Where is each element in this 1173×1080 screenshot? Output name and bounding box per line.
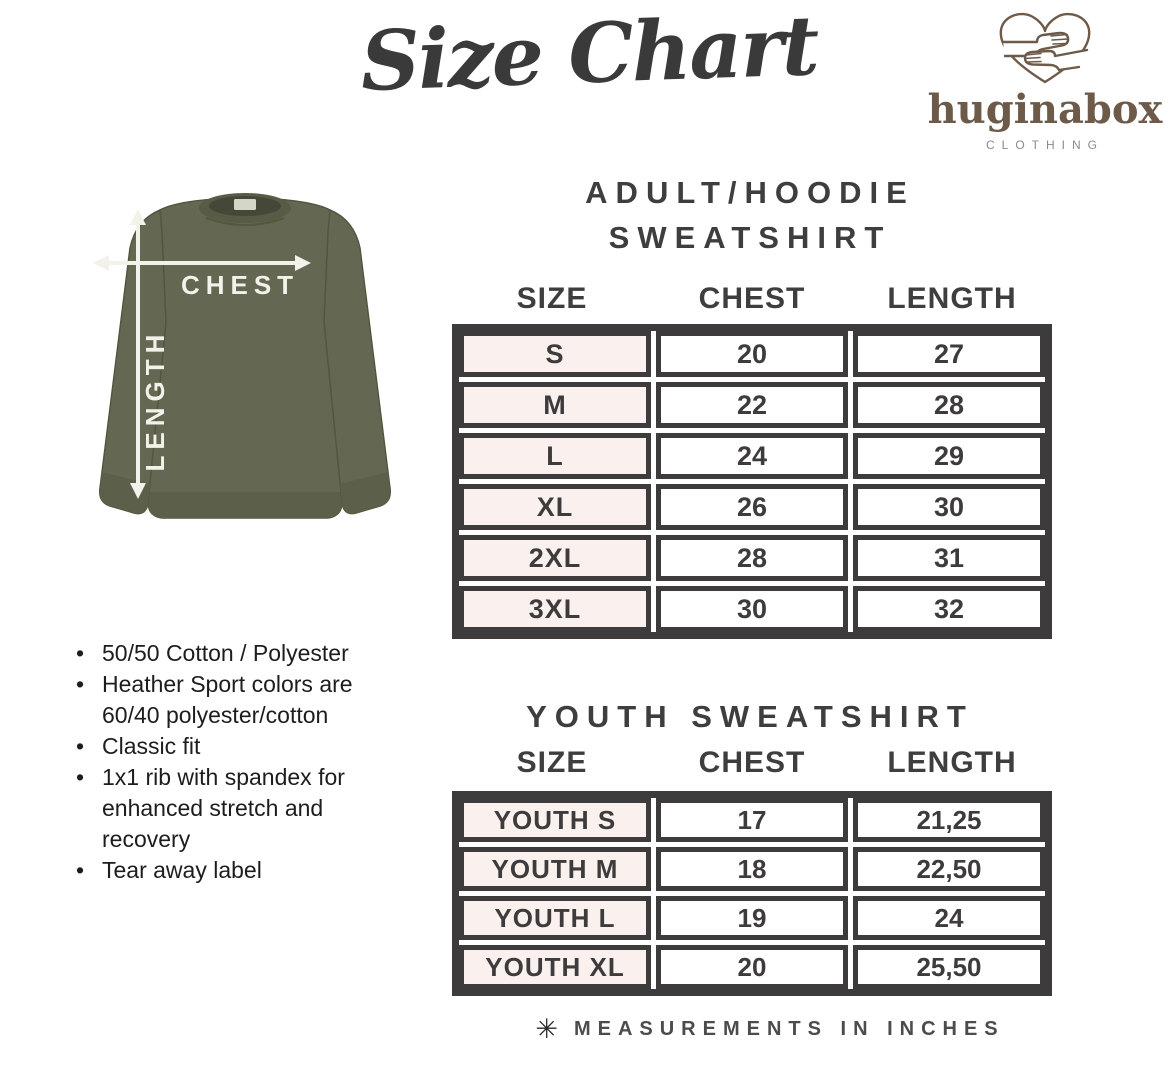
table-cell: 31 bbox=[853, 535, 1045, 581]
table-cell: 25,50 bbox=[853, 945, 1045, 989]
table-cell: S bbox=[459, 331, 651, 377]
youth-column-headers: SIZE CHEST LENGTH bbox=[452, 746, 1052, 780]
length-arrow bbox=[130, 209, 146, 499]
detail-text: Heather Sport colors are 60/40 polyester… bbox=[102, 671, 353, 728]
brand-tagline: CLOTHING bbox=[985, 138, 1104, 152]
detail-text: 50/50 Cotton / Polyester bbox=[102, 640, 349, 666]
adult-col-size: SIZE bbox=[516, 282, 588, 315]
asterisk-icon: ✳ bbox=[535, 1014, 558, 1045]
table-cell: 17 bbox=[656, 798, 848, 842]
chest-measure-label: CHEST bbox=[180, 270, 300, 300]
product-details-list: • 50/50 Cotton / Polyester • Heather Spo… bbox=[76, 638, 406, 886]
brand-logo: huginabox CLOTHING bbox=[925, 6, 1165, 152]
brand-name: huginabox bbox=[927, 86, 1163, 133]
table-cell: 29 bbox=[853, 433, 1045, 479]
table-cell: 22 bbox=[656, 382, 848, 428]
table-cell: YOUTH M bbox=[459, 847, 651, 891]
sweatshirt-image bbox=[93, 193, 392, 519]
table-cell: 30 bbox=[656, 586, 848, 632]
table-cell: 30 bbox=[853, 484, 1045, 530]
table-cell: L bbox=[459, 433, 651, 479]
list-item: • Heather Sport colors are 60/40 polyest… bbox=[76, 669, 406, 731]
adult-size-table: S 20 27 M 22 28 L 24 29 XL 26 30 2XL 28 … bbox=[452, 324, 1052, 639]
adult-section-title: ADULT/HOODIE SWEATSHIRT bbox=[585, 175, 915, 255]
detail-text: 1x1 rib with spandex for enhanced stretc… bbox=[102, 764, 345, 852]
youth-size-table: YOUTH S 17 21,25 YOUTH M 18 22,50 YOUTH … bbox=[452, 791, 1052, 996]
bullet-icon: • bbox=[76, 857, 85, 883]
table-cell: YOUTH L bbox=[459, 896, 651, 940]
detail-text: Tear away label bbox=[102, 857, 262, 883]
table-cell: YOUTH XL bbox=[459, 945, 651, 989]
table-cell: 32 bbox=[853, 586, 1045, 632]
table-cell: 28 bbox=[656, 535, 848, 581]
table-cell: M bbox=[459, 382, 651, 428]
list-item: • Classic fit bbox=[76, 731, 406, 762]
page-title: Size Chart bbox=[359, 0, 819, 110]
table-cell: 3XL bbox=[459, 586, 651, 632]
adult-column-headers: SIZE CHEST LENGTH bbox=[452, 282, 1052, 316]
measurements-note: ✳ MEASUREMENTS IN INCHES bbox=[470, 1014, 1070, 1045]
table-cell: XL bbox=[459, 484, 651, 530]
sweatshirt-figure: CHEST LENGTH bbox=[40, 172, 400, 572]
list-item: • Tear away label bbox=[76, 855, 406, 886]
bullet-icon: • bbox=[76, 671, 85, 697]
table-cell: 21,25 bbox=[853, 798, 1045, 842]
measurements-note-text: MEASUREMENTS IN INCHES bbox=[573, 1018, 1005, 1040]
table-cell: 22,50 bbox=[853, 847, 1045, 891]
table-cell: 20 bbox=[656, 331, 848, 377]
table-cell: 27 bbox=[853, 331, 1045, 377]
table-cell: 24 bbox=[656, 433, 848, 479]
list-item: • 1x1 rib with spandex for enhanced stre… bbox=[76, 762, 406, 855]
youth-col-length: LENGTH bbox=[887, 746, 1017, 779]
table-cell: 20 bbox=[656, 945, 848, 989]
youth-col-chest: CHEST bbox=[698, 746, 806, 779]
chest-arrow bbox=[93, 255, 311, 271]
table-cell: 26 bbox=[656, 484, 848, 530]
bullet-icon: • bbox=[76, 764, 85, 790]
youth-col-size: SIZE bbox=[516, 746, 588, 779]
detail-text: Classic fit bbox=[102, 733, 201, 759]
table-cell: 2XL bbox=[459, 535, 651, 581]
bullet-icon: • bbox=[76, 640, 85, 666]
length-measure-label: LENGTH bbox=[140, 328, 170, 472]
list-item: • 50/50 Cotton / Polyester bbox=[76, 638, 406, 669]
table-cell: 18 bbox=[656, 847, 848, 891]
bullet-icon: • bbox=[76, 733, 85, 759]
youth-section-title: YOUTH SWEATSHIRT bbox=[526, 699, 974, 734]
table-cell: YOUTH S bbox=[459, 798, 651, 842]
table-cell: 24 bbox=[853, 896, 1045, 940]
table-cell: 28 bbox=[853, 382, 1045, 428]
table-cell: 19 bbox=[656, 896, 848, 940]
adult-col-length: LENGTH bbox=[887, 282, 1017, 315]
heart-hug-icon bbox=[999, 12, 1091, 84]
adult-col-chest: CHEST bbox=[698, 282, 806, 315]
